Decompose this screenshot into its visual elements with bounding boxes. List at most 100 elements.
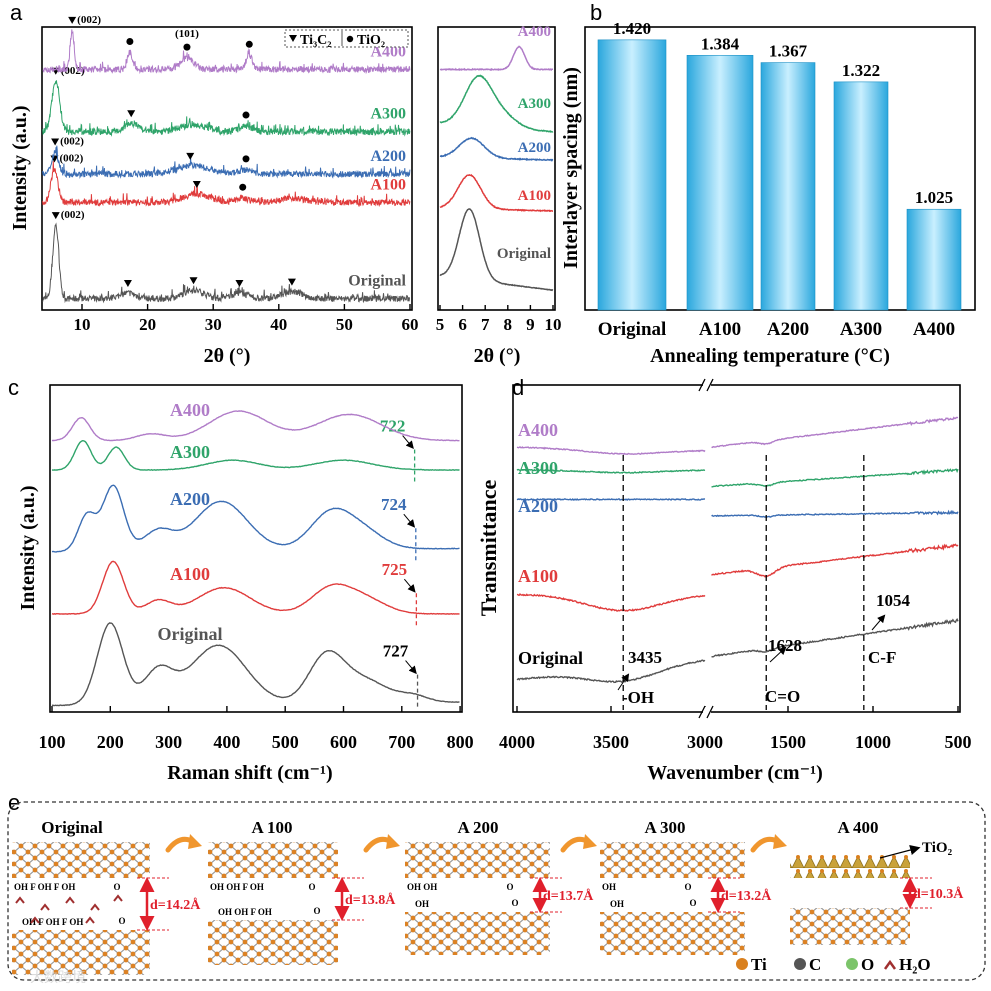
x-tick-label: 1500: [770, 732, 806, 752]
mxene-bottom-layer: [600, 912, 745, 955]
x-tick-label: 60: [402, 315, 419, 334]
x-axis-label: 2θ (°): [474, 345, 521, 367]
x-axis-label: 2θ (°): [204, 345, 251, 367]
category-label: A400: [913, 319, 955, 340]
x-tick-label: 30: [205, 315, 222, 334]
ftir-series-label-a300: A300: [518, 458, 558, 478]
bar-value-label: 1.367: [769, 42, 808, 61]
peak-label: (002): [59, 153, 83, 165]
raman-series-label-a300: A300: [170, 442, 210, 462]
x-tick-label: 600: [330, 732, 357, 752]
band-wavenumber-label: 1628: [768, 636, 802, 655]
x-tick-label: 5: [436, 315, 445, 334]
functional-group-label: -OH: [622, 688, 654, 707]
panel-c-plot-area: [49, 384, 463, 713]
raman-shift-label: 725: [382, 560, 408, 579]
raman-curve-a100: [51, 560, 460, 615]
inset-curve-original: [439, 208, 554, 292]
x-tick-label: 9: [526, 315, 535, 334]
axis-break-gap: [703, 380, 711, 390]
inset-series-label-original: Original: [497, 246, 551, 262]
ftir-curve-left-a200: [516, 498, 706, 501]
oxygen-group-label: O: [689, 898, 696, 908]
category-label: A100: [699, 319, 741, 340]
bottom-surface-groups: OH: [415, 899, 429, 909]
series-label-a100: A100: [370, 176, 406, 193]
x-tick-label: 7: [481, 315, 490, 334]
water-molecule-icon: [85, 916, 95, 924]
x-tick-label: 800: [447, 732, 474, 752]
legend-ti3c2: Ti₃C₂: [300, 33, 331, 48]
stage-title: A 100: [251, 818, 292, 837]
interlayer-spacing-label: d=13.8Å: [345, 892, 396, 908]
ti3c2-peak-marker: [68, 16, 77, 24]
bar-value-label: 1.025: [915, 188, 953, 207]
water-molecule-icon: [15, 896, 25, 904]
tio2-peak-marker: [245, 40, 253, 48]
oxygen-group-label: O: [308, 882, 315, 892]
oxygen-group-label: O: [313, 906, 320, 916]
dot-icon: [346, 35, 354, 43]
bar-value-label: 1.384: [701, 34, 740, 53]
x-tick-label: 10: [545, 315, 562, 334]
legend-atom-c-icon: [794, 958, 806, 970]
shift-arrow: [403, 513, 416, 528]
transition-arrow-head-icon: [773, 834, 787, 849]
annotation-arrow: [617, 673, 630, 691]
bar-value-label: 1.322: [842, 61, 880, 80]
tio2-peak-marker: [242, 111, 250, 119]
series-label-original: Original: [348, 273, 406, 290]
water-molecule-icon: [40, 903, 50, 911]
water-molecule-icon: [30, 916, 40, 924]
x-tick-label: 20: [139, 315, 156, 334]
x-tick-label: 50: [336, 315, 353, 334]
raman-shift-label: 722: [380, 417, 406, 436]
x-tick-label: 700: [388, 732, 415, 752]
x-tick-label: 3000: [687, 732, 723, 752]
category-label: Original: [598, 319, 667, 340]
xrd-curve-a300: [42, 80, 411, 137]
top-surface-groups: OH: [602, 882, 616, 892]
stage-title: Original: [41, 818, 103, 837]
raman-curve-a400: [51, 410, 460, 442]
ftir-series-label-a100: A100: [518, 566, 558, 586]
tio2-label: TiO₂: [922, 840, 953, 856]
x-tick-label: 500: [272, 732, 299, 752]
mxene-bottom-layer: [208, 920, 338, 965]
legend-label: O: [861, 955, 874, 974]
stage-title: A 200: [457, 818, 498, 837]
bottom-surface-groups: OH F OH F OH: [22, 917, 83, 927]
peak-label: (002): [77, 14, 101, 26]
legend-atom-o-icon: [846, 958, 858, 970]
triangle-icon: [289, 35, 297, 42]
bottom-surface-groups: OH: [610, 899, 624, 909]
band-wavenumber-label: 1054: [876, 591, 911, 610]
y-axis-label: Intensity (a.u.): [9, 105, 31, 230]
ti3c2-peak-marker: [189, 277, 198, 285]
panel-letter-a: a: [10, 0, 23, 25]
inset-series-label-a200: A200: [518, 140, 551, 156]
x-tick-label: 6: [458, 315, 467, 334]
ftir-curve-right-original: [711, 618, 959, 658]
legend-label: H₂O: [899, 955, 931, 974]
bar-a100: [686, 54, 754, 311]
ftir-curve-left-original: [516, 659, 706, 684]
raman-series-label-original: Original: [157, 624, 222, 644]
raman-curve-a300: [51, 439, 460, 471]
peak-label: (002): [61, 209, 85, 221]
annotation-arrow: [871, 614, 886, 631]
xrd-curve-a100: [42, 161, 411, 208]
legend-label: Ti: [751, 955, 767, 974]
oxygen-group-label: O: [118, 916, 125, 926]
ti3c2-peak-marker: [51, 212, 60, 220]
top-surface-groups: OH F OH F OH: [14, 882, 75, 892]
inset-series-label-a100: A100: [518, 188, 551, 204]
legend-tio2: TiO₂: [357, 33, 385, 48]
panel-letter-e: e: [8, 790, 20, 815]
x-tick-label: 40: [270, 315, 287, 334]
inset-curve-a200: [439, 136, 554, 162]
x-axis-label: Wavenumber (cm⁻¹): [647, 762, 823, 784]
mxene-top-layer: [405, 842, 550, 878]
tio2-peak-marker: [242, 155, 250, 163]
